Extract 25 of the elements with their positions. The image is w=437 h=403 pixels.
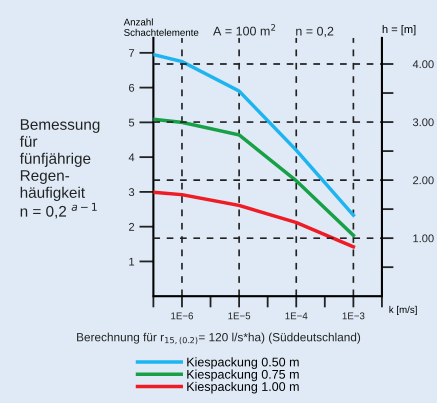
text: n = 0,2	[296, 26, 334, 38]
legend-label: Kiespackung 0.50 m	[187, 357, 299, 369]
legend-label: Kiespackung 1.00 m	[187, 382, 299, 394]
x-tick-label: 1E−4	[286, 312, 308, 320]
x-tick-label: 1E−3	[342, 312, 364, 320]
y-tick-label: 2	[129, 222, 134, 231]
x-tick-label: 1E−6	[171, 312, 194, 320]
y-tick-label: 1	[129, 258, 134, 266]
y-tick-label: 4	[128, 154, 134, 162]
y-tick-label: 6	[129, 84, 134, 92]
y2-tick-label: 4.00	[412, 60, 434, 68]
text: A = 100 m$^{2}$	[213, 24, 276, 36]
legend-label: Kiespackung 0.75 m	[187, 370, 299, 382]
y2-tick-label: 2.00	[413, 176, 434, 184]
text: Bemessung für fünfjährige Regen- häufigkeit n = 0,2 $^{a−1}$	[20, 119, 100, 219]
x-tick-label: 1E−5	[228, 312, 250, 320]
text: Berechnung für r$_{15,(0.2)}$= 120 l/s*ha) (Süddeutschland)	[77, 332, 360, 344]
y-tick-label: 7	[129, 49, 134, 57]
y-axis-title: Anzahl Schachtelemente	[124, 18, 198, 36]
y2-tick-label: 3.00	[412, 118, 434, 126]
y-tick-label: 5	[128, 118, 134, 127]
y2-tick-label: 1.00	[413, 234, 434, 242]
y2-axis-title: h = [m]	[382, 24, 416, 36]
x-axis-title: k [m/s]	[389, 306, 417, 315]
y-tick-label: 3	[128, 188, 134, 196]
